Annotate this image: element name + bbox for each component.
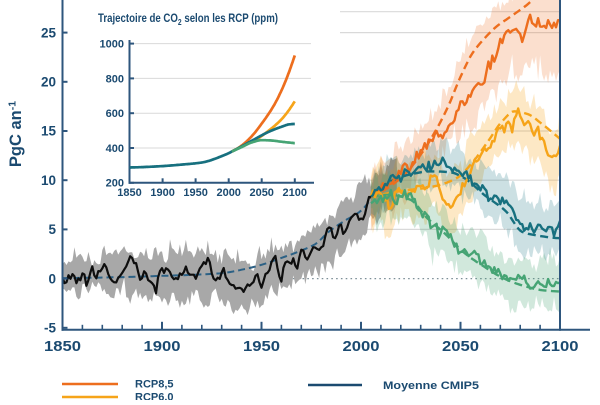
svg-text:1000: 1000 xyxy=(100,39,124,51)
svg-text:RCP8,5: RCP8,5 xyxy=(135,379,174,391)
svg-text:PgC an-1: PgC an-1 xyxy=(7,101,26,167)
svg-text:25: 25 xyxy=(41,25,57,40)
svg-text:2000: 2000 xyxy=(216,187,240,199)
svg-text:1850: 1850 xyxy=(44,338,81,355)
svg-text:Trajectoire de CO2 selon les R: Trajectoire de CO2 selon les RCP (ppm) xyxy=(98,13,278,27)
svg-text:200: 200 xyxy=(106,178,124,190)
svg-text:1900: 1900 xyxy=(150,187,174,199)
svg-text:15: 15 xyxy=(41,124,57,139)
svg-text:2100: 2100 xyxy=(542,338,579,355)
svg-text:Moyenne CMIP5: Moyenne CMIP5 xyxy=(383,380,479,392)
svg-text:0: 0 xyxy=(48,271,56,286)
svg-text:2050: 2050 xyxy=(442,338,479,355)
svg-text:600: 600 xyxy=(106,108,124,120)
svg-text:2000: 2000 xyxy=(343,338,380,355)
svg-text:1850: 1850 xyxy=(117,187,141,199)
svg-text:1950: 1950 xyxy=(243,338,280,355)
svg-text:2100: 2100 xyxy=(283,187,307,199)
svg-text:2050: 2050 xyxy=(249,187,273,199)
svg-text:20: 20 xyxy=(41,75,56,90)
svg-text:800: 800 xyxy=(106,73,124,85)
svg-text:1950: 1950 xyxy=(183,187,207,199)
svg-text:RCP6.0: RCP6.0 xyxy=(135,392,174,401)
svg-text:5: 5 xyxy=(48,222,56,237)
svg-text:400: 400 xyxy=(106,143,124,155)
svg-text:-5: -5 xyxy=(44,321,56,336)
svg-text:10: 10 xyxy=(41,173,56,188)
svg-text:1900: 1900 xyxy=(144,338,181,355)
